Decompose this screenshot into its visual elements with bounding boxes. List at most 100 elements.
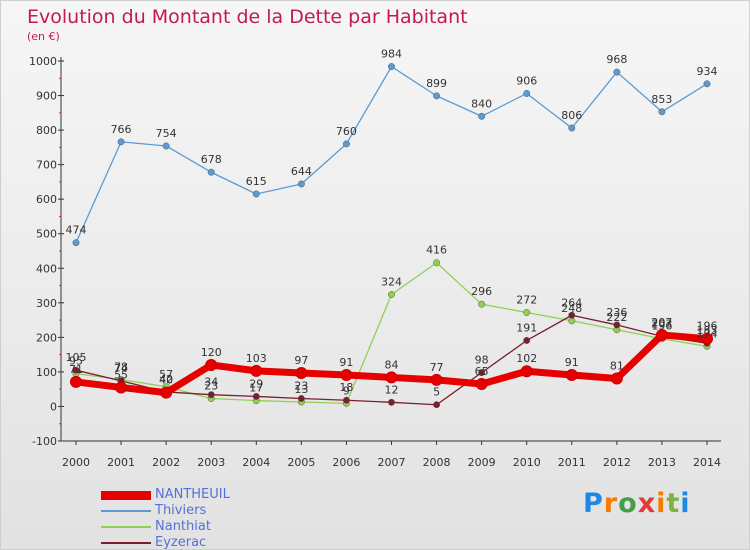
data-label-eyzerac: 29 [249,377,263,390]
data-label-eyzerac: 264 [561,296,582,309]
data-point-nantheuil [430,373,443,386]
data-label-thiviers: 899 [426,77,447,90]
chart-subtitle: (en €) [27,30,60,43]
data-point-nantheuil [115,381,128,394]
data-label-eyzerac: 236 [606,306,627,319]
data-label-thiviers: 615 [246,175,267,188]
data-label-thiviers: 906 [516,74,537,87]
y-tick-label: 1000 [29,55,57,68]
data-point-eyzerac [72,366,80,374]
y-tick-label: 300 [36,297,57,310]
data-point-nantheuil [295,366,308,379]
data-label-eyzerac: 105 [66,351,87,364]
data-label-nanthiat: 9 [343,384,350,397]
data-label-nanthiat: 78 [114,361,128,374]
data-label-nantheuil: 103 [246,352,267,365]
x-tick-label: 2014 [693,456,721,469]
y-tick-label: 500 [36,228,57,241]
data-point-thiviers [703,80,711,88]
data-label-nantheuil: 91 [565,356,579,369]
data-point-thiviers [523,90,531,97]
x-tick-label: 2000 [62,456,90,469]
data-label-thiviers: 474 [66,224,87,237]
data-label-nantheuil: 65 [475,365,489,378]
y-tick-label: 200 [36,331,57,344]
data-point-eyzerac [388,398,395,406]
data-label-nanthiat: 248 [561,302,582,315]
y-tick-label: 400 [36,262,57,275]
data-point-eyzerac [297,395,305,402]
data-point-nantheuil [250,364,263,377]
data-point-thiviers [252,190,260,198]
data-label-nantheuil: 91 [339,356,353,369]
data-point-thiviers [207,168,215,176]
data-point-nantheuil [701,332,713,345]
data-label-nantheuil: 40 [159,374,173,387]
legend-swatch [101,490,151,500]
data-label-nanthiat: 196 [651,320,672,333]
legend-item-nanthiat: Nanthiat [101,519,230,535]
data-label-eyzerac: 12 [385,383,399,396]
data-point-thiviers [613,68,621,76]
data-label-nantheuil: 77 [430,361,444,374]
x-tick-label: 2002 [152,456,180,469]
proxiti-logo: Proxiti [583,488,691,519]
data-label-eyzerac: 98 [475,354,489,367]
data-point-eyzerac [252,392,260,400]
x-tick-label: 2006 [332,456,360,469]
data-label-nantheuil: 120 [201,346,222,359]
data-label-thiviers: 934 [697,65,718,78]
data-label-nanthiat: 174 [697,327,718,340]
data-label-thiviers: 760 [336,125,357,138]
y-tick-label: 0 [50,400,57,413]
data-point-nantheuil [520,365,533,378]
data-point-thiviers [478,112,486,120]
data-label-thiviers: 984 [381,48,402,61]
data-label-eyzerac: 5 [433,386,440,399]
x-tick-label: 2013 [648,456,676,469]
x-tick-label: 2001 [107,456,135,469]
x-tick-label: 2003 [197,456,225,469]
data-point-nantheuil [610,372,623,385]
data-label-nanthiat: 296 [471,285,492,298]
data-label-eyzerac: 183 [697,324,718,337]
x-tick-label: 2004 [242,456,270,469]
data-point-eyzerac [523,337,531,344]
data-point-thiviers [162,142,170,150]
legend-item-nantheuil: NANTHEUIL [101,487,230,503]
data-point-thiviers [433,92,441,100]
data-point-nanthiat [478,300,486,308]
series-line-thiviers [75,65,708,244]
data-point-thiviers [388,63,395,70]
data-point-eyzerac [342,396,350,404]
data-label-nantheuil: 102 [516,352,537,365]
y-tick-label: 800 [36,124,57,137]
data-point-nantheuil [70,375,82,388]
data-label-thiviers: 678 [201,153,222,166]
data-point-thiviers [297,180,305,188]
data-label-eyzerac: 74 [114,362,128,375]
data-label-nanthiat: 324 [381,276,402,289]
legend-swatch [101,526,151,528]
data-label-thiviers: 766 [111,123,132,136]
data-label-thiviers: 806 [561,109,582,122]
data-point-nantheuil [655,328,668,341]
data-label-thiviers: 968 [606,53,627,66]
data-point-nanthiat [523,309,531,316]
data-point-nantheuil [160,386,173,399]
data-point-thiviers [568,124,576,132]
y-tick-label: -100 [32,435,57,448]
data-point-nantheuil [205,359,218,371]
data-point-thiviers [658,108,666,116]
data-label-nantheuil: 81 [610,359,624,372]
data-label-nanthiat: 222 [606,311,627,324]
data-point-eyzerac [568,311,576,319]
data-point-thiviers [72,239,80,247]
y-tick-label: 700 [36,159,57,172]
y-tick-label: 900 [36,90,57,103]
x-tick-label: 2007 [378,456,406,469]
data-label-nantheuil: 196 [697,320,718,333]
data-label-nantheuil: 97 [294,354,308,367]
chart-legend: NANTHEUIL Thiviers Nanthiat Eyzerac [101,487,230,549]
x-tick-label: 2010 [513,456,541,469]
